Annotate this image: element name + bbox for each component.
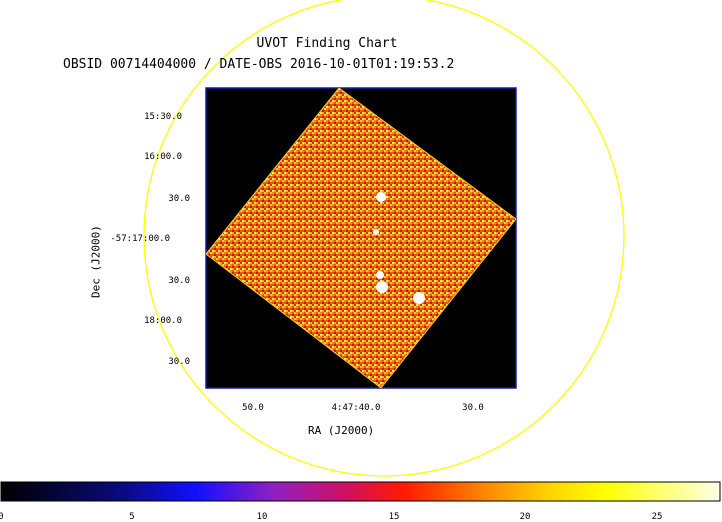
ra-tick-label: 50.0 <box>242 403 264 413</box>
exposure-region <box>206 88 516 388</box>
colorbar-tick-label: 5 <box>129 512 135 522</box>
source-marker <box>376 281 388 293</box>
dec-tick-label: 30.0 <box>168 194 190 204</box>
x-axis-label: RA (J2000) <box>308 424 375 437</box>
dec-tick-label: 15:30.0 <box>144 112 182 122</box>
chart-title: UVOT Finding Chart <box>256 36 398 51</box>
ra-tick-label: 30.0 <box>462 403 484 413</box>
dec-tick-label: 16:00.0 <box>144 152 182 162</box>
fov-circle <box>143 0 625 477</box>
colorbar-tick-label: 20 <box>519 512 531 522</box>
source-marker <box>376 271 384 279</box>
dec-tick-label: 30.0 <box>168 276 190 286</box>
source-marker <box>413 292 425 304</box>
source-marker <box>376 192 386 202</box>
dec-tick-label: 18:00.0 <box>144 316 182 326</box>
dec-tick-label: 30.0 <box>168 357 190 367</box>
colorbar-tick-label: 0 <box>0 512 4 522</box>
colorbar <box>0 481 721 502</box>
colorbar-tick-label: 15 <box>388 512 400 522</box>
colorbar-tick-label: 25 <box>651 512 663 522</box>
source-marker <box>373 229 379 235</box>
ra-tick-label: 4:47:40.0 <box>331 403 381 413</box>
y-axis-label: Dec (J2000) <box>89 225 103 298</box>
colorbar-tick-label: 10 <box>256 512 268 522</box>
chart-subtitle: OBSID 00714404000 / DATE-OBS 2016-10-01T… <box>63 57 455 72</box>
dec-tick-label: -57:17:00.0 <box>110 234 170 244</box>
